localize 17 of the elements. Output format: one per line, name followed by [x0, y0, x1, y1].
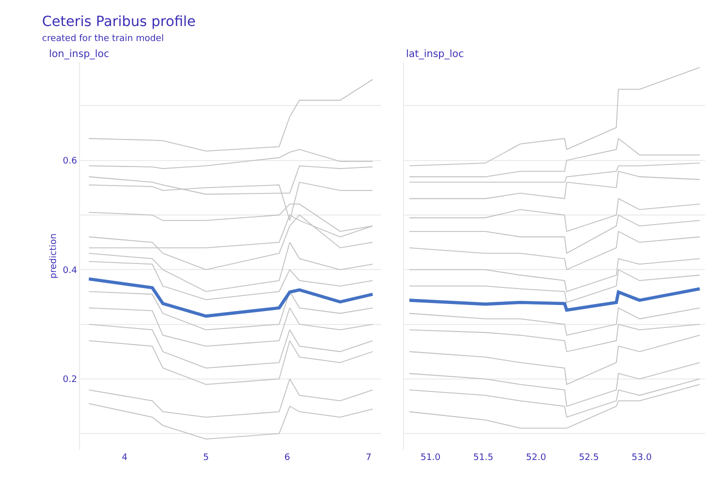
chart-subtitle: created for the train model: [42, 34, 164, 44]
x-tick-label: 52.0: [526, 453, 546, 463]
y-tick-label: 0.2: [62, 375, 78, 386]
text: lon_insp_loc: [49, 49, 110, 60]
x-tick-label: 4: [122, 453, 128, 463]
x-tick-label: 7: [366, 453, 372, 463]
x-tick-label: 5: [203, 453, 209, 463]
x-tick-label: 51.5: [473, 453, 494, 463]
y-tick-label: 0.4: [62, 266, 78, 276]
x-tick-label: 51.0: [420, 453, 441, 463]
x-tick-label: 6: [284, 453, 290, 463]
y-axis-title: prediction: [49, 233, 60, 279]
x-tick-label: 52.5: [578, 453, 599, 463]
chart-title: Ceteris Paribus profile: [42, 14, 196, 30]
y-tick-label: 0.6: [62, 156, 78, 167]
x-tick-label: 53.0: [632, 453, 652, 463]
text: lat_insp_loc: [406, 49, 464, 60]
